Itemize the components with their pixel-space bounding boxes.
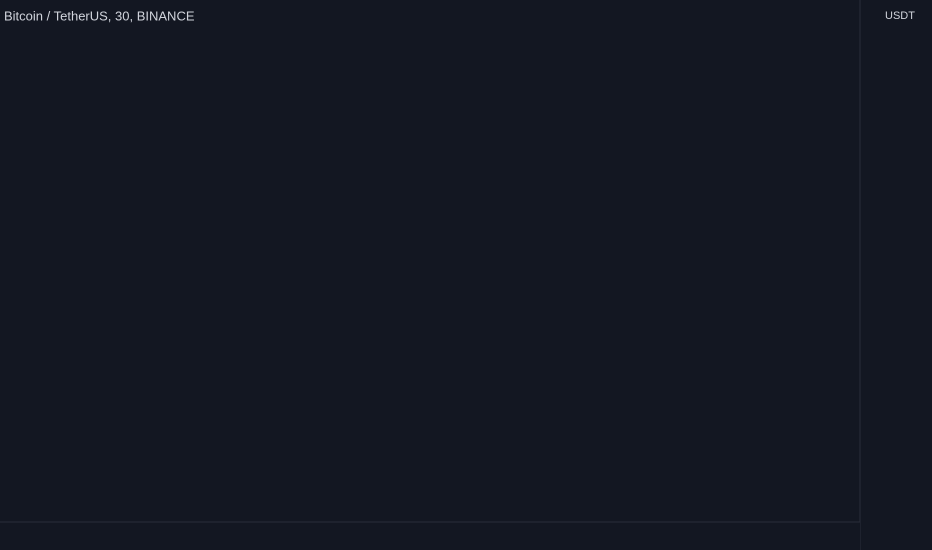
time-axis <box>0 522 860 550</box>
chart-title: Bitcoin / TetherUS, 30, BINANCE <box>4 8 195 23</box>
price-axis <box>860 0 932 550</box>
currency: USDT <box>885 10 915 22</box>
